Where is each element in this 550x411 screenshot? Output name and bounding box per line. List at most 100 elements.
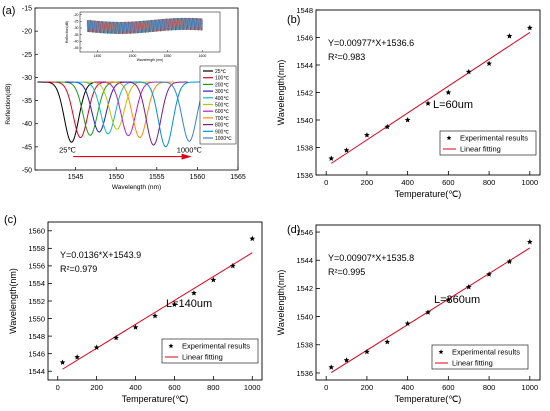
- legend-frame: [161, 338, 259, 364]
- y-tick-label: -40: [22, 121, 32, 128]
- x-tick-label: 0: [324, 178, 328, 187]
- y-tick-label: -30: [22, 75, 32, 82]
- panel-b: (b) 1536 1538 1540 1542 1544 1546 1548 0 200 400 60…: [276, 6, 541, 199]
- x-tick-label: 1545: [68, 174, 84, 181]
- data-point: [59, 359, 66, 365]
- data-point: [364, 348, 370, 355]
- inset-spectrum-line: [86, 17, 203, 35]
- y-tick-label: 1544: [296, 256, 313, 265]
- x-tick-label: 600: [168, 383, 181, 392]
- y-tick-label: 1540: [296, 312, 313, 321]
- x-tick-label: 0: [324, 383, 328, 392]
- data-point: [113, 334, 119, 341]
- x-tick-label: 1565: [230, 174, 246, 181]
- inset-y-tick-label: -35: [73, 33, 78, 37]
- data-point: [506, 33, 513, 39]
- inset-y-tick-label: -20: [73, 13, 78, 17]
- y-axis-label: Reflection(dB): [5, 83, 12, 124]
- legend-label: Linear fitting: [182, 353, 223, 362]
- annotation-25c: 25℃: [59, 145, 76, 154]
- y-tick-label: 1542: [296, 284, 313, 293]
- r-squared-label: R²=0.979: [60, 264, 97, 274]
- length-label: L=60um: [433, 99, 473, 111]
- y-tick-label: 1536: [296, 369, 313, 378]
- plot-frame: [34, 7, 239, 171]
- data-point: [404, 117, 411, 123]
- legend-label: 500℃: [215, 103, 229, 109]
- legend-label: 25℃: [215, 69, 227, 75]
- inset-x-tick-label: 1550: [164, 54, 172, 58]
- x-tick-label: 600: [442, 178, 455, 187]
- length-label: L=360um: [434, 294, 480, 306]
- legend-label: Linear fitting: [452, 359, 493, 368]
- data-point: [486, 271, 492, 277]
- data-point: [404, 320, 411, 327]
- panel-c: (c) 1544 1546 1548 1550 1552 1554 1556 1558 1560 0…: [4, 214, 263, 404]
- inset-y-tick-label: -45: [73, 46, 78, 50]
- y-axis-label: Wavelength(nm): [8, 268, 18, 334]
- legend-label: 200℃: [215, 82, 229, 88]
- inset-y-tick-label: -25: [73, 20, 78, 24]
- x-tick-label: 400: [129, 383, 142, 392]
- y-tick-label: 1546: [28, 349, 45, 358]
- y-tick-label: 1554: [28, 279, 45, 288]
- equation-label: Y=0.00907*X+1535.8: [328, 253, 414, 263]
- y-tick-label: 1538: [296, 341, 313, 350]
- y-tick-label: 1542: [296, 88, 313, 97]
- data-point: [249, 235, 256, 242]
- data-point: [132, 324, 139, 330]
- inset-x-tick-label: 1500: [129, 54, 137, 58]
- legend: Experimental results Linear fitting: [161, 338, 259, 364]
- data-point: [328, 155, 335, 161]
- y-tick-label: 1560: [28, 227, 45, 236]
- legend-marker: [168, 343, 174, 349]
- data-point: [229, 262, 236, 269]
- legend-label: 800℃: [215, 123, 229, 129]
- x-tick-label: 400: [401, 383, 414, 392]
- x-tick-label: 200: [361, 383, 374, 392]
- data-point: [486, 60, 492, 67]
- x-tick-label: 1000: [521, 178, 538, 187]
- legend-label: 600℃: [215, 109, 229, 115]
- r-squared-label: R²=0.995: [328, 267, 365, 277]
- legend-frame: [431, 344, 529, 370]
- spectrum-line: [37, 81, 106, 143]
- y-tick-label: -20: [22, 29, 32, 36]
- equation-label: Y=0.00977*X+1536.6: [328, 38, 414, 48]
- fit-line: [331, 247, 531, 374]
- legend-frame: [439, 130, 537, 156]
- x-tick-label: 800: [483, 178, 496, 187]
- legend-label: 300℃: [215, 89, 229, 95]
- x-tick-label: 0: [56, 383, 60, 392]
- y-tick-label: -15: [22, 6, 32, 13]
- y-tick-label: -35: [22, 98, 32, 105]
- data-point: [364, 132, 370, 138]
- data-point: [526, 24, 533, 31]
- x-tick-label: 200: [90, 383, 103, 392]
- x-tick-label: 600: [442, 383, 455, 392]
- data-point: [74, 354, 81, 360]
- legend-label: Experimental results: [460, 134, 528, 143]
- legend-label: 900℃: [215, 129, 229, 135]
- x-axis-label: Temperature(℃): [122, 394, 189, 404]
- legend: Experimental results Linear fitting: [439, 130, 537, 156]
- fit-line: [330, 31, 531, 164]
- legend-marker: [438, 349, 444, 355]
- y-tick-label: 1546: [296, 33, 313, 42]
- x-tick-label: 1000: [244, 383, 261, 392]
- data-point: [465, 68, 472, 75]
- y-tick-label: 1544: [28, 367, 45, 376]
- x-tick-label: 400: [401, 178, 414, 187]
- y-tick-label: -25: [22, 52, 32, 59]
- r-squared-label: R²=0.983: [328, 52, 365, 62]
- x-tick-label: 1560: [190, 174, 206, 181]
- panel-a: (a) -50 -45 -40 -35 -30 -25 -20 -15 1545 1550 1555 1…: [2, 5, 246, 191]
- panel-label: (c): [4, 214, 17, 226]
- y-tick-label: 1550: [28, 314, 45, 323]
- data-point: [191, 290, 197, 296]
- data-point: [526, 238, 533, 245]
- x-tick-label: 1550: [108, 174, 124, 181]
- data-point: [425, 100, 431, 106]
- equation-label: Y=0.0136*X+1543.9: [60, 250, 141, 260]
- data-point: [210, 276, 217, 283]
